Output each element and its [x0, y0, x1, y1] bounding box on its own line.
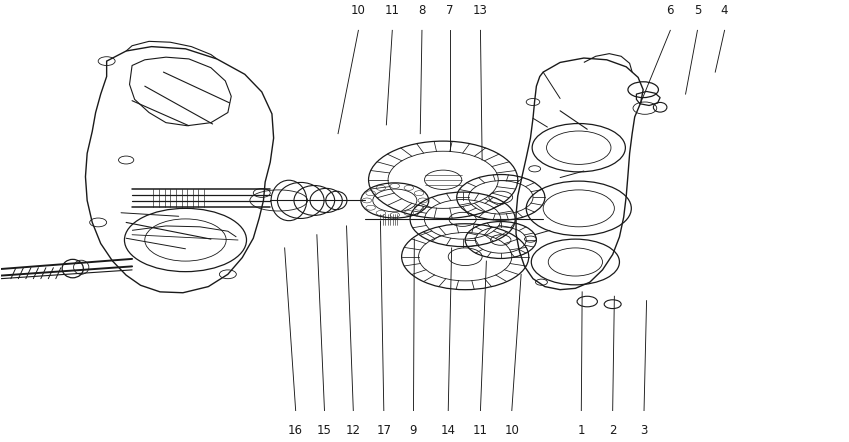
Text: 3: 3	[640, 424, 648, 437]
Text: 12: 12	[346, 424, 361, 437]
Text: 8: 8	[419, 4, 425, 17]
Text: 11: 11	[473, 424, 488, 437]
Text: 11: 11	[385, 4, 400, 17]
Text: 15: 15	[317, 424, 332, 437]
Text: 9: 9	[410, 424, 417, 437]
Text: 14: 14	[441, 424, 456, 437]
Text: 10: 10	[351, 4, 366, 17]
Text: 6: 6	[666, 4, 674, 17]
Text: 2: 2	[609, 424, 616, 437]
Text: 13: 13	[473, 4, 488, 17]
Text: 10: 10	[504, 424, 520, 437]
Text: 4: 4	[721, 4, 728, 17]
Text: 7: 7	[447, 4, 453, 17]
Text: 17: 17	[376, 424, 391, 437]
Text: 1: 1	[577, 424, 585, 437]
Text: 16: 16	[288, 424, 303, 437]
Text: 5: 5	[694, 4, 701, 17]
